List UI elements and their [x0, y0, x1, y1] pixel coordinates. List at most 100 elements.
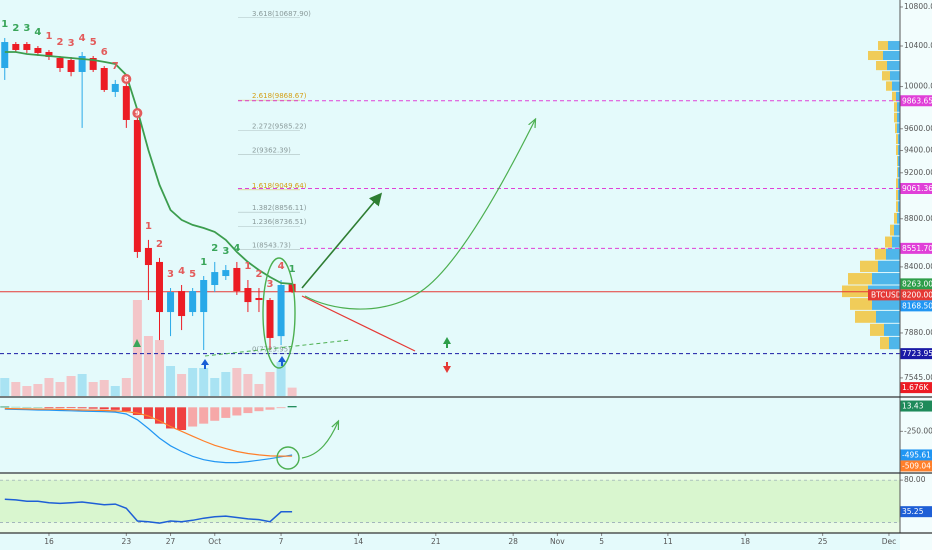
candle-body — [133, 119, 141, 252]
fib-label: 1.236(8736.51) — [252, 218, 307, 226]
down-arrow — [443, 362, 451, 373]
volume-bar — [254, 384, 264, 396]
profile-buy — [883, 50, 900, 61]
volume-bar — [121, 378, 131, 396]
profile-buy — [897, 102, 900, 112]
profile-buy — [897, 112, 900, 123]
price-tag-label: 7723.95 — [902, 349, 932, 358]
up-arrow — [443, 337, 451, 348]
candle-body — [211, 272, 219, 286]
candle-body — [111, 83, 119, 92]
candle-body — [67, 60, 75, 72]
profile-buy — [892, 236, 900, 248]
profile-buy — [876, 310, 900, 323]
rsi-band — [0, 480, 900, 523]
profile-sell — [882, 71, 890, 81]
candle-body — [89, 57, 97, 70]
profile-sell — [875, 248, 886, 260]
td-count: 3 — [267, 279, 274, 290]
ema-line — [4, 51, 293, 285]
projection-curve — [301, 422, 338, 459]
volume-bar — [177, 374, 187, 396]
histogram-bar — [287, 406, 297, 408]
price-tag — [900, 95, 932, 107]
histogram-bar — [154, 407, 164, 424]
profile-buy — [898, 178, 900, 189]
profile-buy — [897, 123, 900, 134]
histogram-bar — [121, 407, 131, 412]
volume-bar — [265, 372, 275, 396]
profile-buy — [897, 212, 900, 224]
td-count: 2 — [156, 239, 163, 250]
candle-body — [167, 292, 175, 313]
td-count: 2 — [211, 243, 218, 254]
profile-sell — [870, 323, 884, 336]
td-count: 4 — [233, 243, 240, 254]
price-tag-label: 8551.70 — [902, 244, 932, 253]
volume-bar — [143, 336, 153, 396]
price-tag — [900, 289, 932, 301]
profile-buy — [878, 260, 900, 273]
candle-body — [78, 55, 86, 72]
fib-label: 0(7723.95) — [252, 346, 291, 354]
td-count: 4 — [34, 27, 41, 38]
profile-sell — [868, 50, 883, 61]
histogram-bar — [166, 407, 176, 429]
td-count: 1 — [289, 264, 296, 275]
fib-label: 3.618(10687.90) — [252, 10, 311, 18]
td-count: 4 — [278, 261, 285, 272]
histogram-bar — [276, 407, 286, 409]
price-tag-label: 35.25 — [902, 507, 924, 516]
td-count: 2 — [255, 269, 262, 280]
td-count: 2 — [12, 23, 19, 34]
price-tag-label: 8168.50 — [902, 301, 932, 310]
candle-body — [122, 86, 130, 120]
volume-bar — [221, 372, 231, 396]
x-tick-label: 23 — [122, 537, 132, 546]
histogram-bar — [221, 407, 231, 418]
price-tag — [900, 300, 932, 312]
profile-sell — [860, 260, 878, 273]
x-tick-label: 27 — [166, 537, 176, 546]
candle-body — [266, 300, 274, 338]
x-tick-label: 18 — [740, 537, 750, 546]
candle-body — [23, 44, 31, 50]
volume-bar — [44, 378, 54, 396]
profile-sell — [850, 298, 872, 310]
price-tag — [900, 449, 932, 461]
profile-sell — [895, 123, 897, 134]
histogram-bar — [265, 407, 275, 410]
highlight-circle — [276, 446, 300, 470]
x-tick-label: 25 — [818, 537, 828, 546]
profile-buy — [889, 336, 900, 350]
volume-bar — [99, 380, 109, 396]
candle-body — [1, 42, 9, 69]
histogram-bar — [33, 407, 43, 408]
price-tag-label: 9863.65 — [902, 96, 932, 105]
candle-body — [277, 285, 285, 337]
candle-body — [12, 44, 20, 50]
profile-sell — [894, 102, 897, 112]
fib-label: 1(8543.73) — [252, 241, 291, 249]
candle-body — [45, 51, 53, 57]
volume-bar — [166, 366, 176, 396]
candle-body — [144, 247, 152, 266]
profile-sell — [896, 134, 898, 145]
fib-label: 2(9362.39) — [252, 147, 291, 155]
rsi-line — [4, 498, 293, 524]
price-tag-label: -495.61 — [902, 450, 931, 459]
signal-arrow — [278, 356, 286, 366]
profile-sell — [896, 189, 898, 201]
profile-buy — [872, 273, 900, 285]
x-tick-label: 14 — [354, 537, 364, 546]
signal-arrow — [201, 359, 209, 369]
profile-sell — [897, 156, 898, 167]
volume-bar — [276, 362, 286, 396]
signal-line — [4, 407, 293, 457]
symbol-tag — [868, 289, 900, 301]
volume-bar — [22, 386, 32, 396]
histogram-bar — [44, 407, 54, 409]
candle-body — [189, 291, 197, 313]
td-circle — [132, 108, 143, 119]
